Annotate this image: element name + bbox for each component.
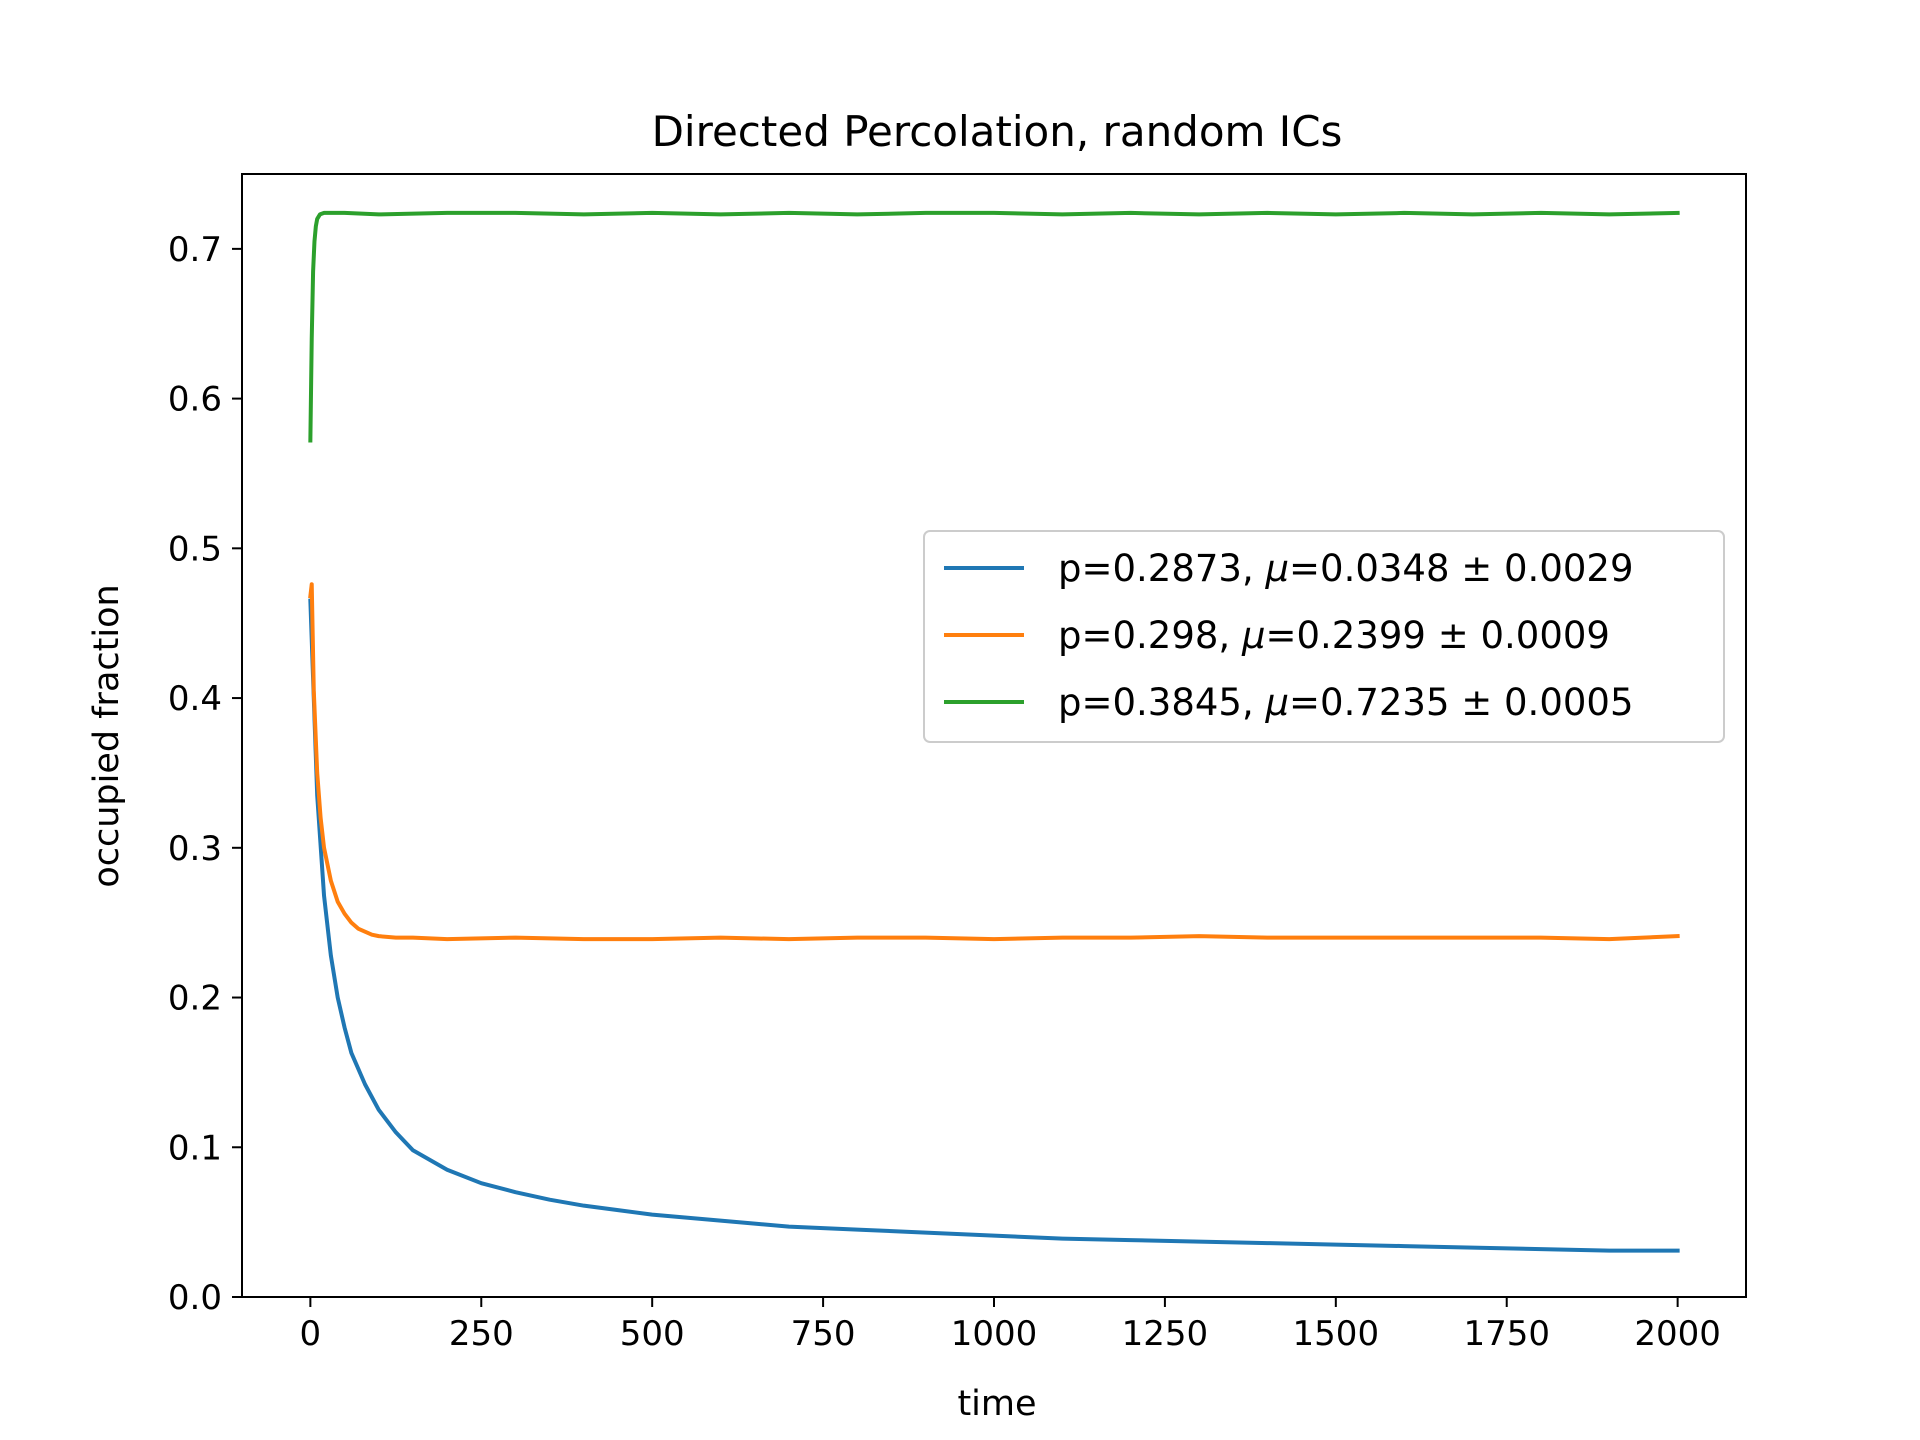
- y-axis: 0.0 0.1 0.2 0.3 0.4 0.5 0.6 0.7: [168, 230, 242, 1318]
- x-axis-label: time: [957, 1384, 1036, 1424]
- legend-label: p=0.2873, μ=0.0348 ± 0.0029: [1058, 547, 1634, 590]
- y-tick-label: 0.4: [168, 679, 222, 719]
- x-axis: 0 250 500 750 1000 1250 1500 1750 2000: [300, 1297, 1721, 1354]
- legend: p=0.2873, μ=0.0348 ± 0.0029 p=0.298, μ=0.…: [923, 530, 1725, 743]
- y-tick-label: 0.1: [168, 1128, 222, 1168]
- y-tick-label: 0.3: [168, 829, 222, 869]
- legend-frame: [923, 530, 1725, 743]
- series-line-1: [308, 598, 1680, 1253]
- x-tick-label: 1500: [1293, 1314, 1380, 1354]
- series-line-3: [308, 210, 1680, 443]
- legend-label: p=0.3845, μ=0.7235 ± 0.0005: [1058, 681, 1634, 724]
- legend-item-1: p=0.2873, μ=0.0348 ± 0.0029: [944, 547, 1634, 590]
- y-axis-label: occupied fraction: [87, 584, 127, 887]
- series-layer: [308, 210, 1680, 1253]
- legend-label: p=0.298, μ=0.2399 ± 0.0009: [1058, 614, 1610, 657]
- x-tick-label: 1750: [1463, 1314, 1550, 1354]
- x-tick-label: 0: [300, 1314, 322, 1354]
- x-tick-label: 250: [449, 1314, 514, 1354]
- y-tick-label: 0.6: [168, 380, 222, 420]
- x-tick-label: 750: [791, 1314, 856, 1354]
- x-tick-label: 1250: [1122, 1314, 1209, 1354]
- chart-title: Directed Percolation, random ICs: [652, 107, 1343, 156]
- x-tick-label: 2000: [1634, 1314, 1721, 1354]
- legend-item-3: p=0.3845, μ=0.7235 ± 0.0005: [944, 681, 1634, 724]
- y-tick-label: 0.7: [168, 230, 222, 270]
- y-tick-label: 0.0: [168, 1278, 222, 1318]
- y-tick-label: 0.2: [168, 979, 222, 1019]
- legend-item-2: p=0.298, μ=0.2399 ± 0.0009: [944, 614, 1610, 657]
- series-line-2: [308, 582, 1680, 942]
- x-tick-label: 500: [620, 1314, 685, 1354]
- y-tick-label: 0.5: [168, 529, 222, 569]
- x-tick-label: 1000: [951, 1314, 1038, 1354]
